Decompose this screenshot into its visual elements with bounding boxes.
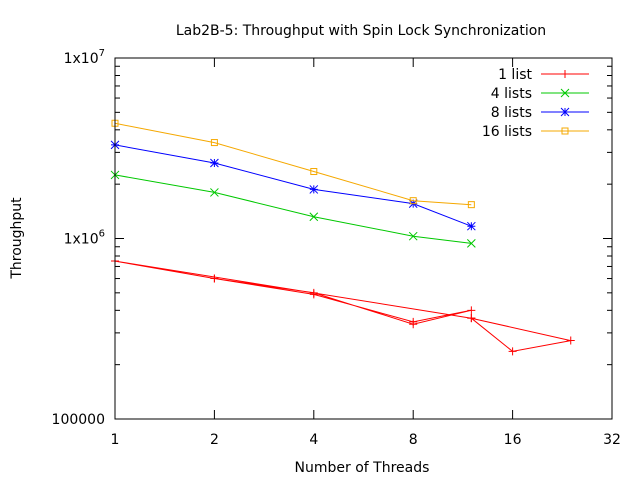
data-point-4-lists (210, 188, 219, 197)
x-tick-label: 16 (504, 432, 522, 448)
legend-marker (560, 107, 570, 117)
data-point-1-list (210, 274, 219, 283)
legend-label: 4 lists (491, 86, 532, 102)
data-point-1-list (409, 317, 418, 326)
legend-marker (560, 88, 570, 98)
x-tick-label: 1 (111, 432, 120, 448)
x-axis-label: Number of Threads (295, 460, 430, 476)
legend-entry-16-lists: 16 lists (482, 124, 589, 140)
legend-entry-1-list: 1 list (498, 67, 589, 83)
legend-marker (561, 127, 569, 135)
axis-ticks: 1 2 4 8 16 32 100000 1x106 1x107 (52, 48, 621, 448)
x-tick-label: 4 (309, 432, 318, 448)
chart-title: Lab2B-5: Throughput with Spin Lock Synch… (176, 23, 546, 39)
y-axis-label: Throughput (9, 197, 25, 280)
legend-label: 8 lists (491, 105, 532, 121)
y-tick-label: 1x106 (64, 229, 105, 248)
series-4-lists (110, 170, 476, 248)
series-line-1-list (114, 260, 571, 352)
data-point-4-lists (466, 238, 476, 248)
data-point-4-lists (408, 231, 418, 241)
plot-frame (114, 57, 613, 420)
data-point-16-lists (467, 201, 475, 209)
data-point-1-list (309, 290, 318, 299)
data-point-1-list (566, 336, 575, 345)
data-point-8-lists (210, 158, 219, 168)
series-line-4-lists (114, 174, 472, 244)
data-point-16-lists (310, 168, 318, 176)
plot-series (110, 119, 575, 356)
data-point-1-list (467, 306, 476, 315)
data-point-8-lists (309, 185, 319, 194)
y-tick-label: 1x107 (64, 48, 105, 67)
y-tick-label: 100000 (52, 412, 105, 428)
legend: 1 list 4 lists 8 lists 16 lists (482, 67, 589, 140)
data-point-8-lists (466, 221, 476, 231)
series-line-8-lists (114, 144, 472, 227)
series-1-list (111, 257, 575, 356)
x-tick-label: 2 (210, 432, 219, 448)
series-8-lists (110, 140, 476, 231)
data-point-16-lists (409, 197, 417, 205)
data-point-16-lists (210, 139, 218, 147)
legend-marker (561, 70, 569, 78)
series-line-16-lists (114, 122, 472, 206)
series-16-lists (111, 119, 475, 209)
data-point-1-list (467, 314, 476, 323)
legend-label: 16 lists (482, 124, 532, 140)
data-point-4-lists (309, 212, 319, 222)
data-point-1-list (508, 347, 517, 356)
legend-entry-8-lists: 8 lists (491, 105, 589, 121)
x-tick-label: 8 (409, 432, 418, 448)
x-tick-label: 32 (603, 432, 621, 448)
legend-label: 1 list (498, 67, 532, 83)
legend-entry-4-lists: 4 lists (491, 86, 589, 102)
